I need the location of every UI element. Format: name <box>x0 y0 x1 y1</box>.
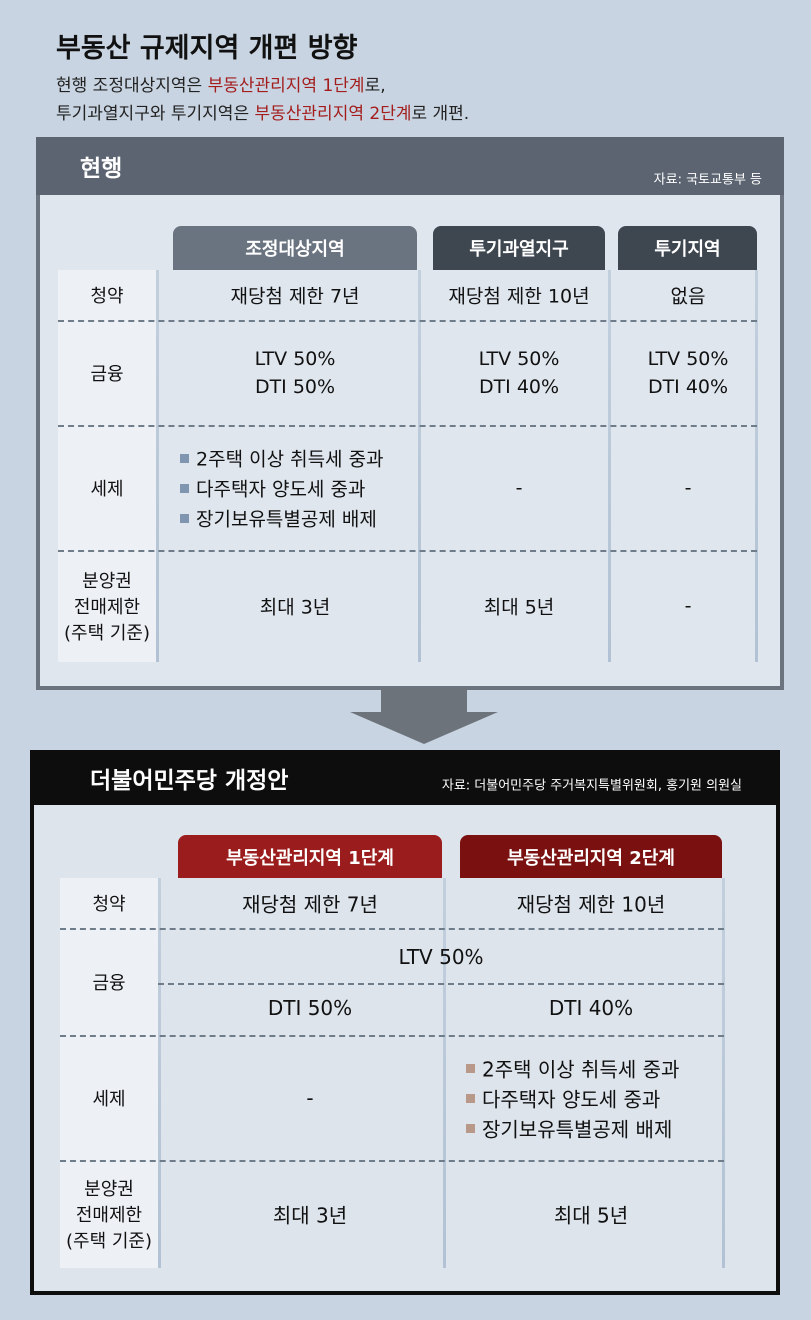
bullet-text: 장기보유특별공제 배제 <box>196 508 377 530</box>
column-header <box>173 226 417 270</box>
row-label: 분양권 <box>84 1179 134 1200</box>
row-label: 전매제한 <box>73 597 141 618</box>
bullet-text: 다주택자 양도세 중과 <box>196 478 366 500</box>
row-label: (주택 기준) <box>63 623 151 644</box>
cell-text: 재당첨 제한 7년 <box>230 285 360 308</box>
proposal-header <box>30 750 780 807</box>
cell-text: - <box>684 476 692 499</box>
cell-text: LTV 50% <box>254 347 336 370</box>
row-separator <box>60 928 724 930</box>
divider <box>156 270 159 662</box>
row-separator <box>58 320 757 322</box>
label-column <box>60 878 158 1268</box>
row-label: (주택 기준) <box>65 1231 153 1252</box>
row-separator <box>158 983 724 985</box>
cell-text: 없음 <box>670 285 706 308</box>
divider <box>755 270 758 662</box>
arrow <box>381 688 467 714</box>
highlight: 부동산관리지역 2단계 <box>254 104 412 124</box>
cell-text: 최대 3년 <box>259 596 331 619</box>
column-header-text: 투기지역 <box>654 239 721 260</box>
cell-text: DTI 40% <box>647 375 729 398</box>
source: 자료: 국토교통부 등 <box>653 172 762 188</box>
cell-text: 재당첨 제한 7년 <box>242 892 378 917</box>
cell-text: - <box>684 595 692 617</box>
column-header <box>433 226 605 270</box>
row-separator <box>60 1035 724 1037</box>
title: 부동산 규제지역 개편 방향 <box>56 33 358 64</box>
row-label: 청약 <box>90 286 124 307</box>
bullet-text: 2주택 이상 취득세 중과 <box>482 1057 680 1081</box>
divider <box>608 270 611 662</box>
row-label: 금융 <box>92 972 126 994</box>
text: 로 개편. <box>411 104 470 124</box>
divider <box>418 270 421 662</box>
row-label: 세제 <box>92 1088 126 1110</box>
bullet <box>466 1123 475 1133</box>
column-header-text: 조정대상지역 <box>245 239 345 260</box>
cell-text: 최대 3년 <box>272 1203 348 1228</box>
column-header-text: 투기과열지구 <box>469 239 569 260</box>
divider <box>722 878 725 1268</box>
cell-text: 재당첨 제한 10년 <box>448 285 590 308</box>
cell-text: LTV 50% <box>647 347 729 370</box>
divider <box>443 878 446 1268</box>
arrow-head <box>350 712 498 744</box>
row-label: 세제 <box>90 478 124 500</box>
cell-text: 최대 5년 <box>553 1203 629 1228</box>
cell-text: 최대 5년 <box>483 596 555 619</box>
cell-text: DTI 40% <box>478 375 560 398</box>
label-column <box>58 270 156 662</box>
highlight: 부동산관리지역 1단계 <box>207 76 365 96</box>
row-label: 전매제한 <box>75 1205 143 1226</box>
row-separator <box>60 1160 724 1162</box>
bullet <box>180 483 189 493</box>
bullet <box>466 1063 475 1073</box>
cell-text: DTI 50% <box>254 375 336 398</box>
cell-text: DTI 40% <box>548 996 634 1020</box>
column-header-text: 부동산관리지역 1단계 <box>226 847 394 869</box>
text: 로, <box>364 76 386 96</box>
source: 자료: 더불어민주당 주거복지특별위원회, 홍기원 의원실 <box>441 778 742 794</box>
merged-cell: LTV 50% <box>398 945 484 969</box>
text: 투기과열지구와 투기지역은 <box>56 104 255 124</box>
current-header <box>36 137 784 197</box>
row-separator <box>58 550 757 552</box>
cell-text: 재당첨 제한 10년 <box>516 892 666 917</box>
bullet <box>466 1093 475 1103</box>
row-label: 분양권 <box>82 571 132 592</box>
bullet-text: 다주택자 양도세 중과 <box>482 1087 661 1111</box>
column-header <box>178 835 442 878</box>
column-header <box>460 835 722 878</box>
column-header <box>618 226 757 270</box>
column-header-text: 부동산관리지역 2단계 <box>507 847 675 869</box>
cell-text: LTV 50% <box>478 347 560 370</box>
cell-text: - <box>515 476 523 499</box>
text: 현행 조정대상지역은 <box>56 76 208 96</box>
row-label: 청약 <box>92 894 126 915</box>
row-label: 금융 <box>90 363 124 385</box>
cell-text: DTI 50% <box>267 996 353 1020</box>
divider <box>158 878 161 1268</box>
current-body <box>36 195 784 690</box>
cell-text: - <box>306 1085 314 1110</box>
bullet-text: 장기보유특별공제 배제 <box>482 1117 673 1141</box>
bullet-text: 2주택 이상 취득세 중과 <box>196 448 384 470</box>
panel-title: 현행 <box>80 156 123 182</box>
bullet <box>180 453 189 463</box>
row-separator <box>58 425 757 427</box>
subtitle: 현행 조정대상지역은 부동산관리지역 1단계로, 투기과열지구와 투기지역은 부… <box>56 72 469 128</box>
panel-title: 더불어민주당 개정안 <box>90 768 289 794</box>
bullet <box>180 513 189 523</box>
